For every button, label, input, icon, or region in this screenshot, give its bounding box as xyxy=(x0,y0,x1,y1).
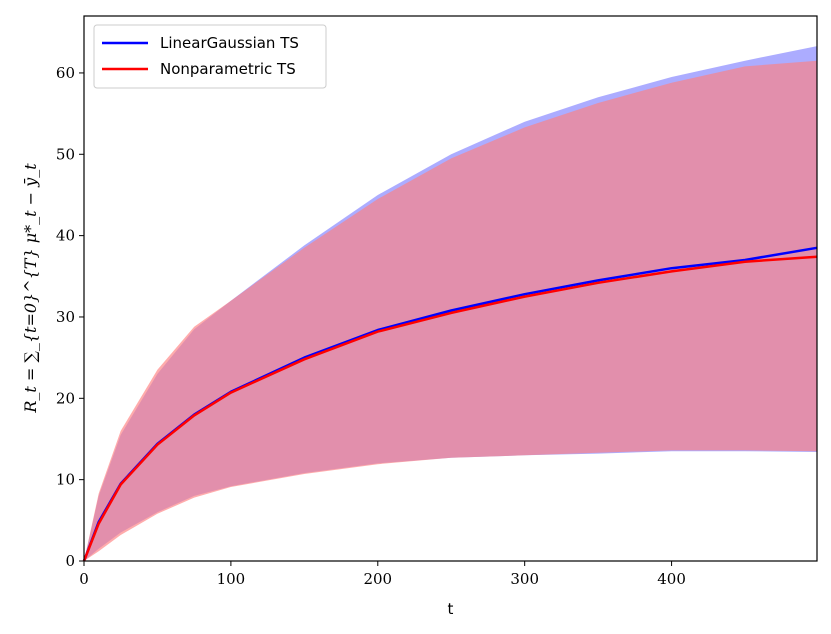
y-tick-label: 20 xyxy=(56,389,75,407)
plot-area-frame xyxy=(83,15,818,562)
confidence-bands xyxy=(84,46,817,562)
x-axis-label: t xyxy=(448,600,454,618)
x-tick-label: 200 xyxy=(363,570,392,588)
x-axis-ticks: 0 100 200 300 400 xyxy=(79,561,686,588)
y-tick-label: 0 xyxy=(65,552,75,570)
x-tick-label: 100 xyxy=(217,570,246,588)
legend-label-series-0: LinearGaussian TS xyxy=(160,34,299,52)
y-tick-label: 40 xyxy=(56,227,75,245)
legend: LinearGaussian TS Nonparametric TS xyxy=(93,24,327,89)
mean-lines xyxy=(82,246,818,562)
y-tick-label: 60 xyxy=(56,64,75,82)
y-tick-label: 50 xyxy=(56,145,75,163)
y-tick-label: 30 xyxy=(56,308,75,326)
legend-label-series-1: Nonparametric TS xyxy=(160,60,296,78)
y-axis-ticks: 0 10 20 30 40 50 60 xyxy=(56,64,84,570)
x-tick-label: 400 xyxy=(657,570,686,588)
y-axis-label: R_t = ∑_{t=0}^{T} μ*_t − ȳ_t xyxy=(21,163,40,414)
legend-box xyxy=(93,24,327,89)
y-tick-label: 10 xyxy=(56,471,75,489)
x-tick-label: 300 xyxy=(510,570,539,588)
x-tick-label: 0 xyxy=(79,570,89,588)
line-series-1 xyxy=(82,255,818,562)
